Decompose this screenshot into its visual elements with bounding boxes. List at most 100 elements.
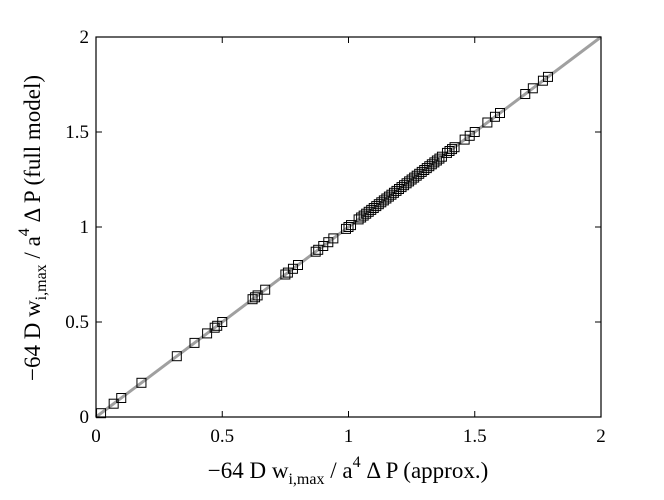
data-point <box>396 182 407 193</box>
x-tick-label: 1 <box>344 426 354 447</box>
data-point <box>310 246 321 257</box>
data-point <box>431 155 442 166</box>
data-point <box>358 210 369 221</box>
data-point <box>411 170 422 181</box>
data-point <box>404 176 415 187</box>
x-tick-label: 2 <box>596 426 606 447</box>
data-point <box>469 127 480 137</box>
x-axis-label-sub: i,max <box>288 471 324 488</box>
data-point <box>495 108 505 118</box>
y-tick-label: 0.5 <box>65 312 89 333</box>
x-axis-label-mid: / a <box>324 458 352 483</box>
data-point <box>489 111 500 122</box>
x-axis-label-post: Δ P (approx.) <box>361 458 489 483</box>
data-point <box>406 174 417 185</box>
data-point <box>388 187 399 198</box>
data-point <box>527 83 538 94</box>
y-axis-label-pre: −64 D w <box>20 300 45 381</box>
data-point <box>424 161 435 172</box>
data-point <box>287 263 298 274</box>
data-point <box>171 351 182 362</box>
x-tick-label: 1.5 <box>463 426 487 447</box>
data-point <box>136 377 147 388</box>
y-axis-label-post: Δ P (full model) <box>20 75 45 228</box>
data-point <box>459 134 470 145</box>
reference-line <box>95 35 602 419</box>
x-axis-label: −64 D wi,max / a4 Δ P (approx.) <box>208 454 488 488</box>
y-axis-label-sub: i,max <box>33 264 50 300</box>
data-point <box>401 178 412 189</box>
data-point <box>416 166 427 177</box>
data-point <box>378 195 389 206</box>
tick-layer: 0 0.5 1 1.5 2 0 0.5 1 1.5 2 <box>65 27 606 447</box>
data-point <box>434 153 445 164</box>
data-point <box>373 199 384 210</box>
data-point <box>464 130 475 141</box>
data-point <box>436 151 447 162</box>
x-axis-label-pre: −64 D w <box>208 458 289 483</box>
y-tick-label: 2 <box>80 27 90 48</box>
data-point <box>361 208 372 219</box>
data-point <box>252 290 263 301</box>
data-point <box>399 180 410 191</box>
data-point <box>421 163 432 174</box>
data-point <box>116 393 127 403</box>
data-point <box>537 75 548 86</box>
data-point <box>447 144 458 155</box>
data-point <box>343 222 354 232</box>
data-point <box>381 193 392 204</box>
y-axis-label-sup: 4 <box>16 228 33 236</box>
x-tick-label: 0.5 <box>210 426 234 447</box>
y-axis-label: −64 D wi,max / a4 Δ P (full model) <box>16 75 50 381</box>
data-point <box>318 241 329 251</box>
data-point <box>280 269 291 280</box>
data-point <box>108 398 119 409</box>
data-point <box>217 317 228 327</box>
data-point <box>441 147 452 158</box>
data-point <box>419 165 430 175</box>
data-point <box>260 284 271 295</box>
data-point <box>414 168 425 179</box>
y-axis-label-mid: / a <box>20 236 45 264</box>
data-point <box>368 203 379 213</box>
data-point <box>366 204 377 215</box>
data-point <box>293 260 303 270</box>
x-axis-label-sup: 4 <box>353 454 361 471</box>
data-point <box>328 233 339 244</box>
y-tick-label: 1.5 <box>65 122 89 143</box>
y-tick-label: 1 <box>80 217 90 238</box>
data-point <box>212 320 223 331</box>
data-point <box>247 294 258 305</box>
data-point <box>429 157 440 168</box>
data-point <box>363 206 374 217</box>
data-point <box>449 142 460 153</box>
data-point <box>371 201 382 212</box>
data-point <box>346 220 357 231</box>
y-tick-label: 0 <box>80 407 90 428</box>
data-point <box>444 146 455 156</box>
data-point <box>542 71 553 82</box>
x-tick-label: 0 <box>91 426 101 447</box>
data-point <box>356 212 367 223</box>
data-point <box>323 237 334 248</box>
data-point <box>376 197 387 208</box>
marker-layer <box>96 71 553 419</box>
data-point <box>282 267 293 278</box>
data-point <box>391 185 402 196</box>
data-point <box>313 244 324 255</box>
data-point <box>482 117 493 128</box>
data-point <box>394 184 404 194</box>
data-point <box>250 292 261 303</box>
data-point <box>189 337 200 348</box>
data-point <box>409 172 420 183</box>
data-point <box>340 223 351 234</box>
data-point <box>353 214 364 225</box>
data-point <box>209 322 220 333</box>
data-point <box>426 159 437 170</box>
data-point <box>202 328 213 339</box>
data-point <box>386 189 397 200</box>
data-point <box>383 191 394 202</box>
data-point <box>520 89 531 99</box>
reference-line-layer <box>95 35 602 419</box>
